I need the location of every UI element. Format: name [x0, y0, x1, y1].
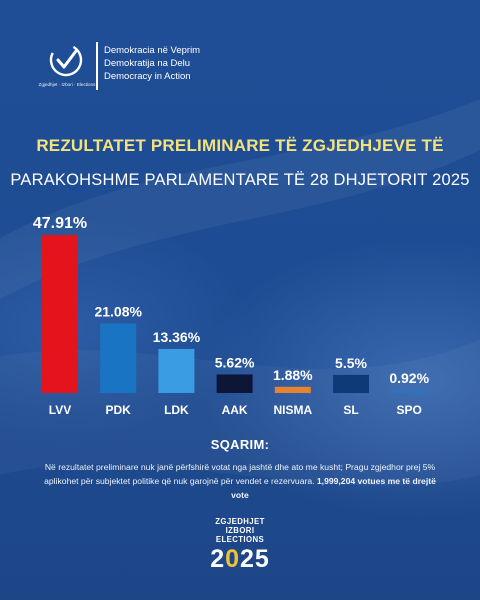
- value-label-sl: 5.5%: [335, 355, 367, 371]
- note-text: Në rezultatet preliminare nuk janë përfs…: [44, 462, 436, 486]
- slogan-english: Democracy in Action: [104, 71, 191, 82]
- category-label-spo: SPO: [397, 403, 422, 417]
- bar-aak: [216, 374, 253, 393]
- header: Zgjedhjet · Izbori · Elections Demokraci…: [30, 38, 290, 98]
- value-label-nisma: 1.88%: [273, 367, 313, 383]
- org-slogans: Demokracia në Veprim Demokratija na Delu…: [104, 44, 200, 83]
- results-bar-chart: 47.91% LVV 21.08% PDK 13.36% LDK 5.62% AAK 1.88%…: [33, 215, 430, 417]
- header-divider: [96, 42, 98, 90]
- slogan-serbian: Demokratija na Delu: [104, 58, 191, 69]
- note-body: Në rezultatet preliminare nuk janë përfs…: [36, 460, 444, 502]
- footer-line-1: ZGJEDHJET: [215, 517, 265, 526]
- year-digit-2: 2: [210, 545, 226, 573]
- bar-pdk: [100, 323, 137, 393]
- category-label-nisma: NISMA: [273, 403, 312, 417]
- category-label-pdk: PDK: [106, 403, 132, 417]
- bar-nisma: [274, 386, 311, 393]
- year-digit-0: 0: [225, 545, 240, 573]
- page-title-line-2: PARAKOHSHME PARLAMENTARE TË 28 DHJETORIT…: [10, 171, 470, 189]
- footer-year: 2025: [190, 546, 290, 572]
- elections-2025-logo: ZGJEDHJET IZBORI ELECTIONS 2025: [190, 517, 290, 572]
- category-label-lvv: LVV: [49, 403, 71, 417]
- value-label-spo: 0.92%: [389, 370, 429, 386]
- bar-sl: [333, 374, 369, 393]
- category-label-ldk: LDK: [164, 403, 189, 417]
- slogan-albanian: Demokracia në Veprim: [104, 45, 201, 56]
- note-title: SQARIM:: [210, 437, 270, 452]
- category-label-aak: AAK: [222, 403, 248, 417]
- cec-logo: Zgjedhjet · Izbori · Elections: [32, 38, 100, 94]
- bar-ldk: [158, 348, 195, 393]
- bar-lvv: [42, 235, 78, 393]
- value-label-lvv: 47.91%: [33, 215, 87, 232]
- bar-spo: [391, 389, 428, 393]
- year-digits-25: 25: [240, 545, 270, 573]
- footer-line-3: ELECTIONS: [215, 535, 265, 544]
- value-label-pdk: 21.08%: [94, 303, 142, 319]
- footer-line-2: IZBORI: [225, 526, 255, 535]
- value-label-aak: 5.62%: [215, 354, 255, 370]
- logo-caption: Zgjedhjet · Izbori · Elections: [38, 82, 96, 87]
- page-title-line-1: REZULTATET PRELIMINARE TË ZGJEDHJEVE TË: [36, 136, 444, 155]
- note-voter-count: 1,999,204 votues me të drejtë vote: [231, 476, 436, 500]
- value-label-ldk: 13.36%: [153, 329, 201, 345]
- ballot-check-icon: [49, 43, 83, 77]
- category-label-sl: SL: [343, 403, 358, 417]
